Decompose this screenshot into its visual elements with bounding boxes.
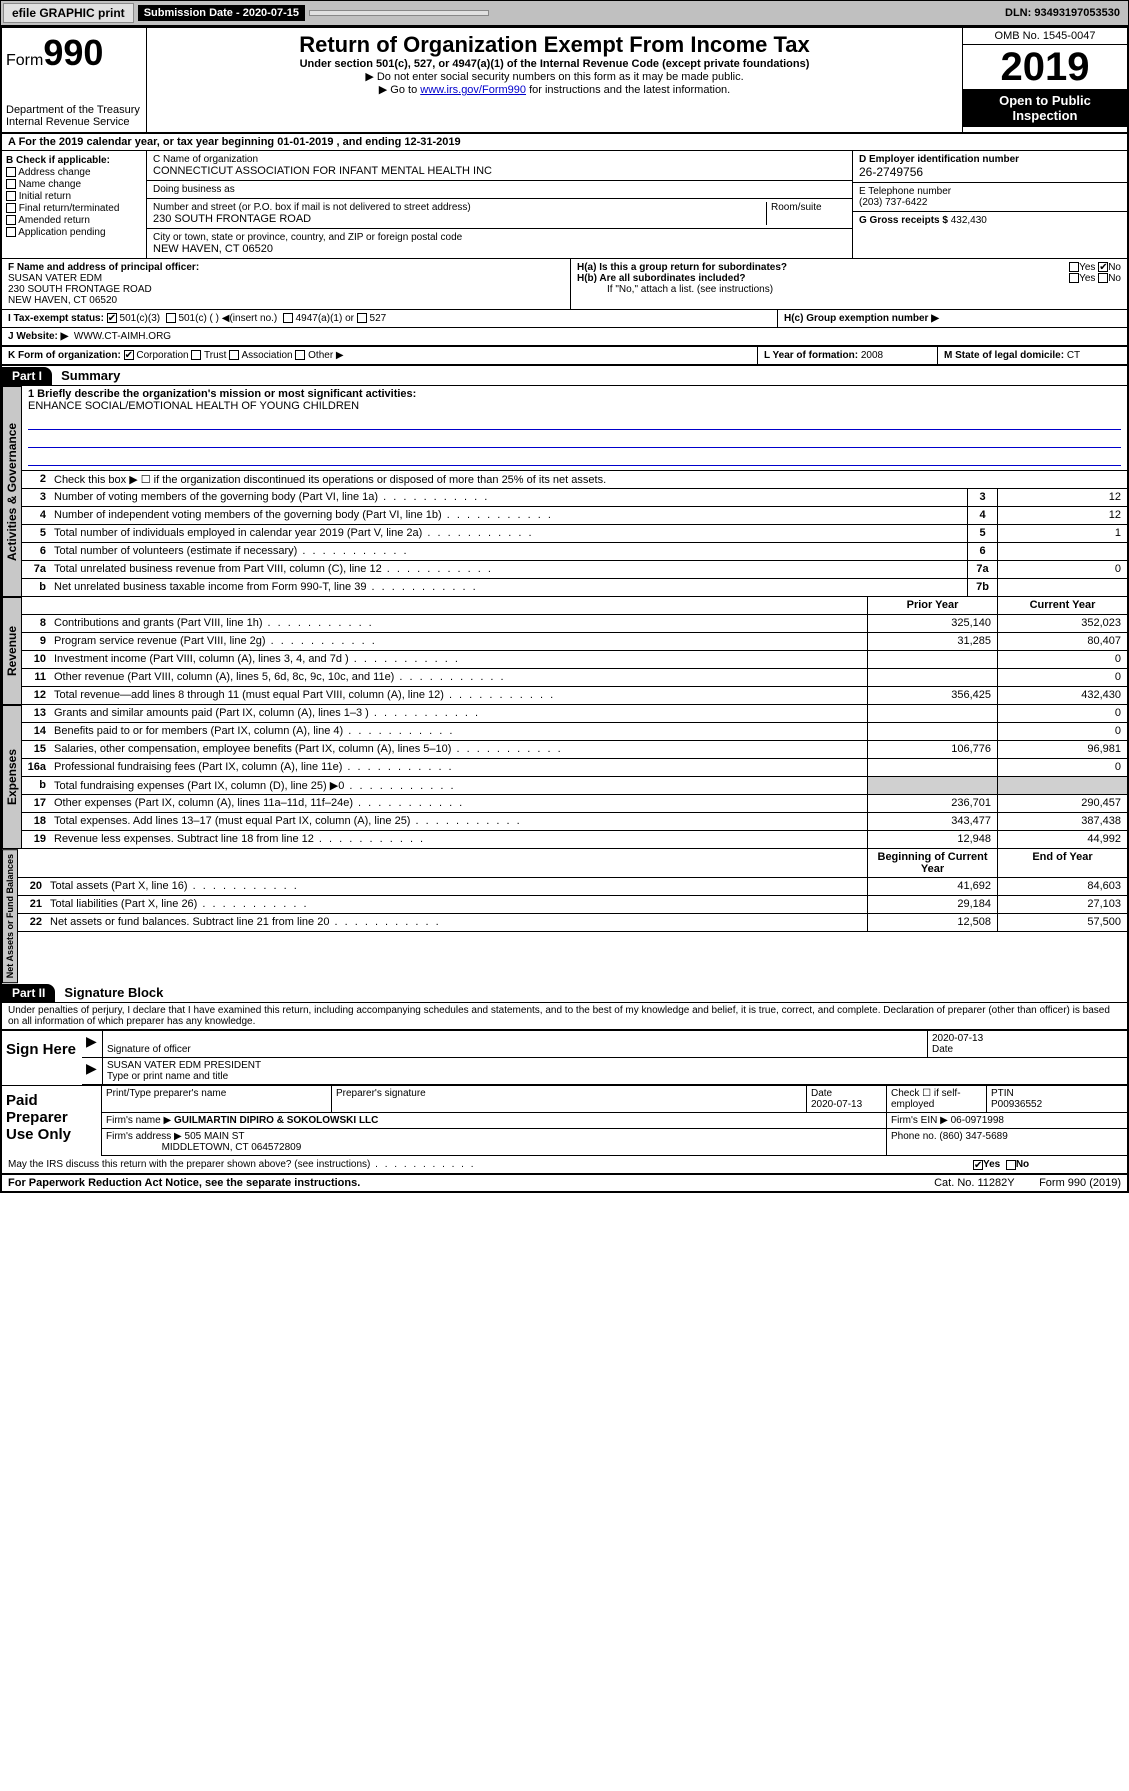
col-headers-py-cy: Prior YearCurrent Year: [22, 597, 1127, 615]
vtab-expenses: Expenses: [2, 705, 22, 849]
submission-date: Submission Date - 2020-07-15: [138, 5, 305, 21]
phone: (203) 737-6422: [859, 197, 927, 208]
summary-line: 10Investment income (Part VIII, column (…: [22, 651, 1127, 669]
summary-line: 21Total liabilities (Part X, line 26)29,…: [18, 896, 1127, 914]
summary-line: 6Total number of volunteers (estimate if…: [22, 543, 1127, 561]
org-city: NEW HAVEN, CT 06520: [153, 243, 273, 255]
open-inspection: Open to Public Inspection: [963, 89, 1127, 127]
form-title: Return of Organization Exempt From Incom…: [157, 32, 952, 58]
vtab-net-assets: Net Assets or Fund Balances: [2, 849, 18, 983]
box-m: M State of legal domicile: CT: [937, 347, 1127, 364]
discuss-question: May the IRS discuss this return with the…: [2, 1156, 967, 1173]
summary-line: 20Total assets (Part X, line 16)41,69284…: [18, 878, 1127, 896]
officer-name: SUSAN VATER EDM PRESIDENT: [107, 1060, 261, 1071]
summary-line: 11Other revenue (Part VIII, column (A), …: [22, 669, 1127, 687]
summary-line: 3Number of voting members of the governi…: [22, 489, 1127, 507]
box-f-officer: F Name and address of principal officer:…: [2, 259, 571, 309]
summary-line: 13Grants and similar amounts paid (Part …: [22, 705, 1127, 723]
dln: DLN: 93493197053530: [1005, 7, 1126, 19]
firm-ein: 06-0971998: [951, 1115, 1004, 1126]
vtab-governance: Activities & Governance: [2, 386, 22, 597]
topbar: efile GRAPHIC print Submission Date - 20…: [0, 0, 1129, 26]
firm-phone: (860) 347-5689: [939, 1131, 1007, 1142]
website-row: J Website: ▶ WWW.CT-AIMH.ORG: [2, 328, 1127, 345]
summary-line: 22Net assets or fund balances. Subtract …: [18, 914, 1127, 932]
sign-date: 2020-07-13: [932, 1033, 983, 1044]
prep-date: 2020-07-13: [811, 1099, 862, 1110]
org-address: 230 SOUTH FRONTAGE ROAD: [153, 213, 311, 225]
tax-year: 2019: [963, 45, 1127, 89]
dept-treasury: Department of the Treasury Internal Reve…: [6, 104, 142, 128]
box-k: K Form of organization: Corporation Trus…: [2, 347, 757, 364]
vtab-revenue: Revenue: [2, 597, 22, 705]
summary-line: 18Total expenses. Add lines 13–17 (must …: [22, 813, 1127, 831]
mission-text: ENHANCE SOCIAL/EMOTIONAL HEALTH OF YOUNG…: [28, 400, 1121, 412]
firm-address: MIDDLETOWN, CT 064572809: [162, 1142, 302, 1153]
website-url: WWW.CT-AIMH.ORG: [74, 331, 171, 342]
summary-line: 5Total number of individuals employed in…: [22, 525, 1127, 543]
summary-line: 2Check this box ▶ ☐ if the organization …: [22, 471, 1127, 489]
ptin: P00936552: [991, 1099, 1042, 1110]
form-990: Form990 Department of the Treasury Inter…: [0, 26, 1129, 1193]
summary-line: 12Total revenue—add lines 8 through 11 (…: [22, 687, 1127, 705]
part2-header: Part II: [2, 984, 55, 1002]
summary-line: 8Contributions and grants (Part VIII, li…: [22, 615, 1127, 633]
summary-line: 17Other expenses (Part IX, column (A), l…: [22, 795, 1127, 813]
row-a-tax-year: A For the 2019 calendar year, or tax yea…: [2, 134, 1127, 151]
gross-receipts: 432,430: [951, 215, 987, 226]
firm-name: GUILMARTIN DIPIRO & SOKOLOWSKI LLC: [174, 1115, 378, 1126]
summary-line: bTotal fundraising expenses (Part IX, co…: [22, 777, 1127, 795]
box-l: L Year of formation: 2008: [757, 347, 937, 364]
box-hc: H(c) Group exemption number ▶: [777, 310, 1127, 327]
box-c-org-info: C Name of organizationCONNECTICUT ASSOCI…: [147, 151, 852, 258]
summary-line: 14Benefits paid to or for members (Part …: [22, 723, 1127, 741]
box-b-checkboxes: B Check if applicable: Address change Na…: [2, 151, 147, 258]
summary-line: 19Revenue less expenses. Subtract line 1…: [22, 831, 1127, 849]
irs-link[interactable]: www.irs.gov/Form990: [420, 84, 526, 96]
year-box: OMB No. 1545-0047 2019 Open to Public In…: [962, 28, 1127, 132]
penalty-declaration: Under penalties of perjury, I declare th…: [2, 1003, 1127, 1029]
col-headers-by-ey: Beginning of Current YearEnd of Year: [18, 849, 1127, 878]
summary-line: 16aProfessional fundraising fees (Part I…: [22, 759, 1127, 777]
org-name: CONNECTICUT ASSOCIATION FOR INFANT MENTA…: [153, 165, 492, 177]
mission-block: 1 Briefly describe the organization's mi…: [22, 386, 1127, 471]
summary-line: bNet unrelated business taxable income f…: [22, 579, 1127, 597]
summary-line: 4Number of independent voting members of…: [22, 507, 1127, 525]
summary-line: 15Salaries, other compensation, employee…: [22, 741, 1127, 759]
paid-preparer-label: Paid Preparer Use Only: [2, 1086, 102, 1156]
summary-line: 7aTotal unrelated business revenue from …: [22, 561, 1127, 579]
summary-line: 9Program service revenue (Part VIII, lin…: [22, 633, 1127, 651]
box-d-e-g: D Employer identification number26-27497…: [852, 151, 1127, 258]
omb-number: OMB No. 1545-0047: [963, 28, 1127, 45]
ein: 26-2749756: [859, 165, 923, 179]
tax-exempt-status: I Tax-exempt status: 501(c)(3) 501(c) ( …: [2, 310, 777, 327]
sign-here-label: Sign Here: [2, 1031, 82, 1085]
footer: For Paperwork Reduction Act Notice, see …: [2, 1174, 1127, 1191]
part1-header: Part I: [2, 367, 52, 385]
form-id-box: Form990 Department of the Treasury Inter…: [2, 28, 147, 132]
form-title-box: Return of Organization Exempt From Incom…: [147, 28, 962, 132]
blank-field: [309, 10, 489, 16]
efile-button[interactable]: efile GRAPHIC print: [3, 3, 134, 23]
box-h: H(a) Is this a group return for subordin…: [571, 259, 1127, 298]
